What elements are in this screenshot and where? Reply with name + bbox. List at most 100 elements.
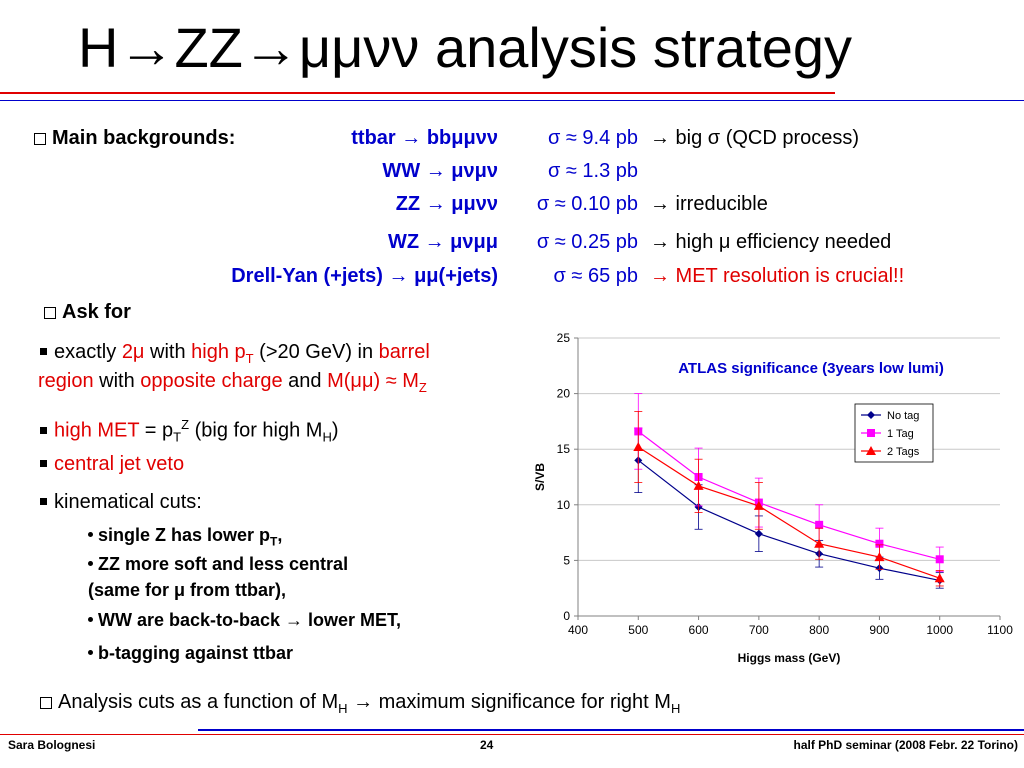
text: with [144, 341, 192, 363]
ask-for-heading: Ask for [44, 300, 131, 324]
ask-for-label: Ask for [62, 301, 131, 323]
cross-section: σ ≈ 9.4 pb [547, 127, 638, 149]
text: = p [139, 419, 174, 442]
text: high MET [54, 419, 140, 442]
cross-section: σ ≈ 1.3 pb [547, 160, 638, 182]
text: ) [331, 419, 339, 442]
ask-item-kinematical: kinematical cuts: [40, 490, 202, 514]
text: (big for high M [189, 419, 323, 442]
text: and [282, 370, 328, 392]
square-bullet-icon [40, 426, 47, 434]
square-bullet-icon [40, 498, 47, 505]
y-tick-label: 10 [557, 498, 571, 512]
text: H [670, 701, 681, 716]
series-line [637, 459, 940, 582]
decay-products: μμνν [451, 193, 498, 215]
text: M(μμ) ≈ M [327, 370, 419, 392]
data-point [753, 500, 764, 510]
x-tick-label: 800 [809, 623, 829, 637]
decay-products: bbμμνν [426, 127, 498, 149]
arrow: → [420, 193, 452, 215]
sub-item-single-z: single Z has lower pT, [88, 524, 282, 553]
series-line [637, 430, 940, 560]
text: , [277, 525, 283, 545]
data-point [874, 552, 885, 562]
ask-item-exactly: exactly 2μ with high pT (>20 GeV) in bar… [40, 340, 430, 371]
text: (same for μ from ttbar), [88, 580, 287, 600]
ask-item-met: high MET = pTZ (big for high MH) [40, 413, 339, 450]
decay-products: μνμν [451, 160, 498, 182]
text: high p [191, 341, 246, 363]
x-axis-label: Higgs mass (GeV) [738, 651, 841, 665]
process-name: ttbar [351, 127, 396, 149]
text: T [270, 534, 278, 549]
data-point [875, 539, 884, 548]
x-tick-label: 1100 [987, 623, 1013, 637]
backgrounds-label: Main backgrounds: [52, 127, 236, 149]
x-tick-label: 900 [869, 623, 889, 637]
title-rule-blue [0, 100, 1024, 101]
slide-title: H→ZZ→μμνν analysis strategy [78, 16, 853, 79]
sub-item-btag: b-tagging against ttbar [88, 642, 293, 664]
y-tick-label: 15 [557, 442, 571, 456]
decay-products: μμ(+jets) [414, 265, 498, 287]
footer-page-number: 24 [480, 738, 494, 752]
data-point [867, 429, 875, 437]
significance-chart: 0 5 10 15 20 25 400 500 600 700 800 900 1000 1100 Higg… [533, 331, 1013, 665]
text: T [173, 429, 182, 445]
arrow: → [419, 231, 451, 253]
sub-item-zz-soft: ZZ more soft and less central [88, 553, 348, 575]
decay-products: μνμμ [450, 231, 498, 253]
x-tick-label: 700 [749, 623, 769, 637]
checkbox-bullet-icon [40, 697, 52, 709]
legend-label: No tag [887, 410, 919, 422]
data-point [814, 538, 825, 548]
data-point [935, 555, 944, 564]
sub-item-ww: WW are back-to-back → lower MET, [88, 609, 401, 631]
legend-label: 1 Tag [887, 428, 914, 440]
data-point [815, 520, 824, 529]
background-note: → big σ (QCD process) [650, 127, 860, 149]
footer-rule-red [0, 734, 1024, 735]
process-name: WZ [387, 231, 420, 253]
checkbox-bullet-icon [34, 133, 46, 145]
backgrounds-heading: Main backgrounds: [34, 126, 235, 150]
process-name: Drell-Yan (+jets) [231, 265, 383, 287]
text: Z [181, 417, 190, 432]
dot-bullet-icon [88, 650, 93, 655]
background-process: ttbar → bbμμνν [351, 126, 498, 150]
text: region [38, 370, 94, 392]
text: single Z has lower p [98, 525, 271, 545]
data-point [866, 446, 876, 455]
text: barrel [378, 341, 430, 363]
y-tick-label: 5 [563, 553, 570, 567]
series-line [637, 446, 940, 579]
x-tick-label: 1000 [926, 623, 953, 637]
sub-item-same-for: (same for μ from ttbar), [88, 579, 286, 601]
background-process: Drell-Yan (+jets) → μμ(+jets) [231, 264, 498, 288]
text: H [338, 701, 348, 716]
data-point [867, 411, 875, 419]
background-process: WW → μνμν [382, 159, 498, 183]
process-name: WW [382, 160, 421, 182]
analysis-cuts-line: Analysis cuts as a function of MH → maxi… [40, 690, 680, 721]
background-process: ZZ → μμνν [396, 192, 498, 216]
text: Z [418, 380, 427, 395]
arrow: → [395, 127, 427, 149]
text: with [93, 370, 141, 392]
text: exactly [54, 341, 122, 363]
arrow: → [420, 160, 452, 182]
process-name: ZZ [395, 193, 421, 215]
cross-section: σ ≈ 65 pb [553, 265, 638, 287]
text: Analysis cuts as a function of M [58, 691, 339, 713]
y-tick-label: 25 [557, 331, 571, 345]
y-tick-label: 20 [557, 387, 571, 401]
text: 2μ [121, 341, 145, 363]
text: H [322, 429, 332, 445]
checkbox-bullet-icon [44, 307, 56, 319]
text: opposite charge [140, 370, 283, 392]
data-point [934, 573, 945, 583]
title-rule-red [0, 92, 835, 94]
x-tick-label: 400 [568, 623, 588, 637]
text: (>20 GeV) in [253, 341, 379, 363]
